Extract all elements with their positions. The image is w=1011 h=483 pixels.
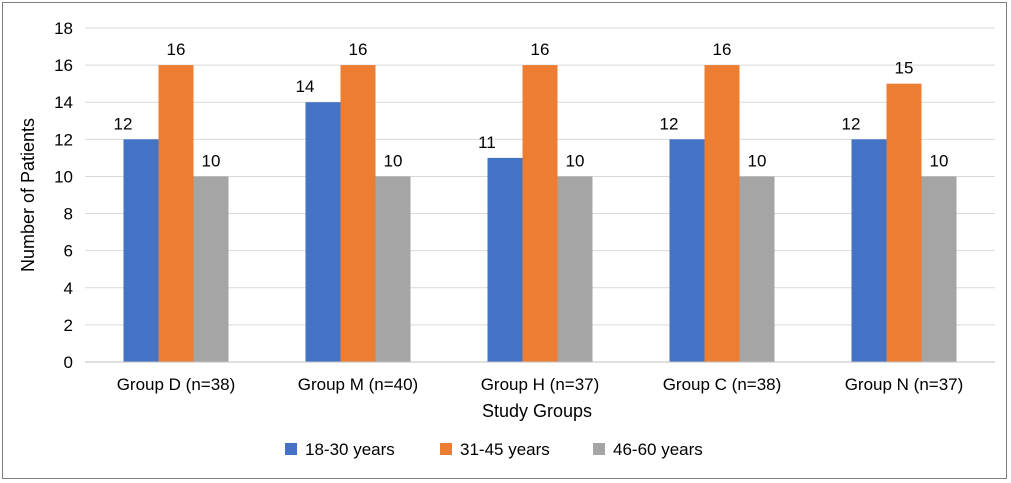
bar-31-45-years xyxy=(522,65,558,362)
data-label: 11 xyxy=(478,133,496,152)
x-tick-label: Group M (n=40) xyxy=(298,375,418,394)
legend-swatch xyxy=(285,443,297,455)
data-label: 16 xyxy=(531,40,550,59)
y-tick-label: 8 xyxy=(64,205,73,224)
data-label: 14 xyxy=(296,77,315,96)
x-axis-ticks: Group D (n=38) Group M (n=40) Group H (n=3… xyxy=(117,375,964,394)
y-tick-label: 6 xyxy=(64,242,73,261)
y-tick-label: 0 xyxy=(64,353,73,372)
y-tick-label: 4 xyxy=(64,279,73,298)
bar-31-45-years xyxy=(340,65,376,362)
bar-46-60-years xyxy=(557,176,593,362)
y-axis-ticks: 0 2 4 6 8 10 12 14 16 18 xyxy=(54,19,73,372)
bar-18-30-years xyxy=(123,139,159,362)
y-tick-label: 10 xyxy=(54,167,73,186)
y-tick-label: 2 xyxy=(64,316,73,335)
bar-18-30-years xyxy=(305,102,341,362)
data-label: 12 xyxy=(114,114,133,133)
data-labels: 12 16 10 14 16 10 11 16 10 12 16 10 12 15 10 xyxy=(114,40,949,170)
data-label: 16 xyxy=(167,40,186,59)
bar-18-30-years xyxy=(669,139,705,362)
data-label: 12 xyxy=(842,114,861,133)
legend-label: 46-60 years xyxy=(613,440,703,459)
x-tick-label: Group C (n=38) xyxy=(663,375,782,394)
data-label: 16 xyxy=(349,40,368,59)
legend-label: 31-45 years xyxy=(460,440,550,459)
data-label: 10 xyxy=(202,151,221,170)
legend-swatch xyxy=(593,443,605,455)
bar-31-45-years xyxy=(704,65,740,362)
data-label: 12 xyxy=(660,114,679,133)
bars xyxy=(123,65,957,363)
y-tick-label: 12 xyxy=(54,130,73,149)
legend-swatch xyxy=(440,443,452,455)
bar-31-45-years xyxy=(886,83,922,363)
bar-18-30-years xyxy=(851,139,887,362)
bar-18-30-years xyxy=(487,157,523,362)
bar-46-60-years xyxy=(375,176,411,362)
bar-46-60-years xyxy=(193,176,229,362)
data-label: 10 xyxy=(930,151,949,170)
x-axis-title: Study Groups xyxy=(482,401,592,421)
y-tick-label: 14 xyxy=(54,93,73,112)
legend-label: 18-30 years xyxy=(305,440,395,459)
bar-31-45-years xyxy=(158,65,194,362)
data-label: 16 xyxy=(713,40,732,59)
data-label: 15 xyxy=(895,59,914,78)
legend: 18-30 years 31-45 years 46-60 years xyxy=(285,440,703,459)
y-tick-label: 16 xyxy=(54,56,73,75)
bar-46-60-years xyxy=(739,176,775,362)
data-label: 10 xyxy=(566,151,585,170)
data-label: 10 xyxy=(748,151,767,170)
x-tick-label: Group N (n=37) xyxy=(845,375,964,394)
y-axis-title: Number of Patients xyxy=(18,118,38,272)
x-tick-label: Group H (n=37) xyxy=(481,375,600,394)
bar-46-60-years xyxy=(921,176,957,362)
data-label: 10 xyxy=(384,151,403,170)
y-tick-label: 18 xyxy=(54,19,73,38)
x-tick-label: Group D (n=38) xyxy=(117,375,236,394)
